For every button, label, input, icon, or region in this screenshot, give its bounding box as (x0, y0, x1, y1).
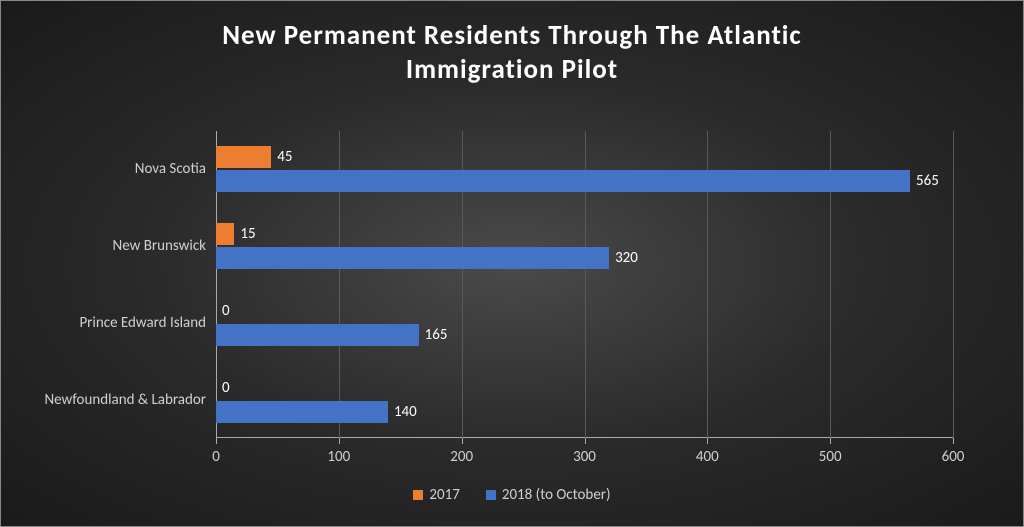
x-tick-label: 300 (573, 448, 596, 466)
x-tick-label: 200 (450, 448, 473, 466)
x-tick-label: 0 (212, 448, 220, 466)
data-label: 45 (271, 148, 292, 166)
x-tick-label: 100 (327, 448, 350, 466)
legend-label-2017: 2017 (429, 486, 459, 504)
chart-title: New Permanent Residents Through The Atla… (11, 9, 1013, 103)
legend-swatch-2018 (486, 490, 496, 500)
data-label: 140 (388, 403, 417, 421)
legend-item-2017: 2017 (413, 486, 459, 504)
data-label: 15 (234, 225, 255, 243)
legend: 2017 2018 (to October) (11, 486, 1013, 504)
plot-area: 0100200300400500600Nova Scotia45565New B… (216, 131, 953, 438)
chart-title-line2: Immigration Pilot (406, 53, 618, 86)
x-tick (216, 438, 217, 444)
x-tick (830, 438, 831, 444)
legend-swatch-2017 (413, 490, 423, 500)
x-tick (953, 438, 954, 444)
category-label: New Brunswick (113, 237, 216, 255)
category-label: Nova Scotia (135, 160, 216, 178)
category-label: Newfoundland & Labrador (44, 391, 216, 409)
bar-2018: 320 (216, 247, 609, 269)
data-label: 165 (419, 326, 448, 344)
x-tick-label: 600 (942, 448, 965, 466)
category-label: Prince Edward Island (79, 314, 216, 332)
x-tick (707, 438, 708, 444)
data-label: 320 (609, 249, 638, 267)
x-tick (339, 438, 340, 444)
data-label: 0 (216, 379, 230, 397)
x-tick-label: 400 (696, 448, 719, 466)
bar-2017: 15 (216, 223, 234, 245)
legend-item-2018: 2018 (to October) (486, 486, 611, 504)
x-tick (462, 438, 463, 444)
bar-2018: 140 (216, 401, 388, 423)
legend-label-2018: 2018 (to October) (502, 486, 611, 504)
data-label: 0 (216, 302, 230, 320)
data-label: 565 (910, 172, 939, 190)
chart-title-line1: New Permanent Residents Through The Atla… (222, 19, 801, 52)
x-tick-label: 500 (819, 448, 842, 466)
bar-2018: 165 (216, 324, 419, 346)
bar-2017: 45 (216, 146, 271, 168)
grid-line (953, 131, 954, 438)
chart-container: New Permanent Residents Through The Atla… (11, 9, 1013, 518)
bar-2018: 565 (216, 170, 910, 192)
x-tick (585, 438, 586, 444)
